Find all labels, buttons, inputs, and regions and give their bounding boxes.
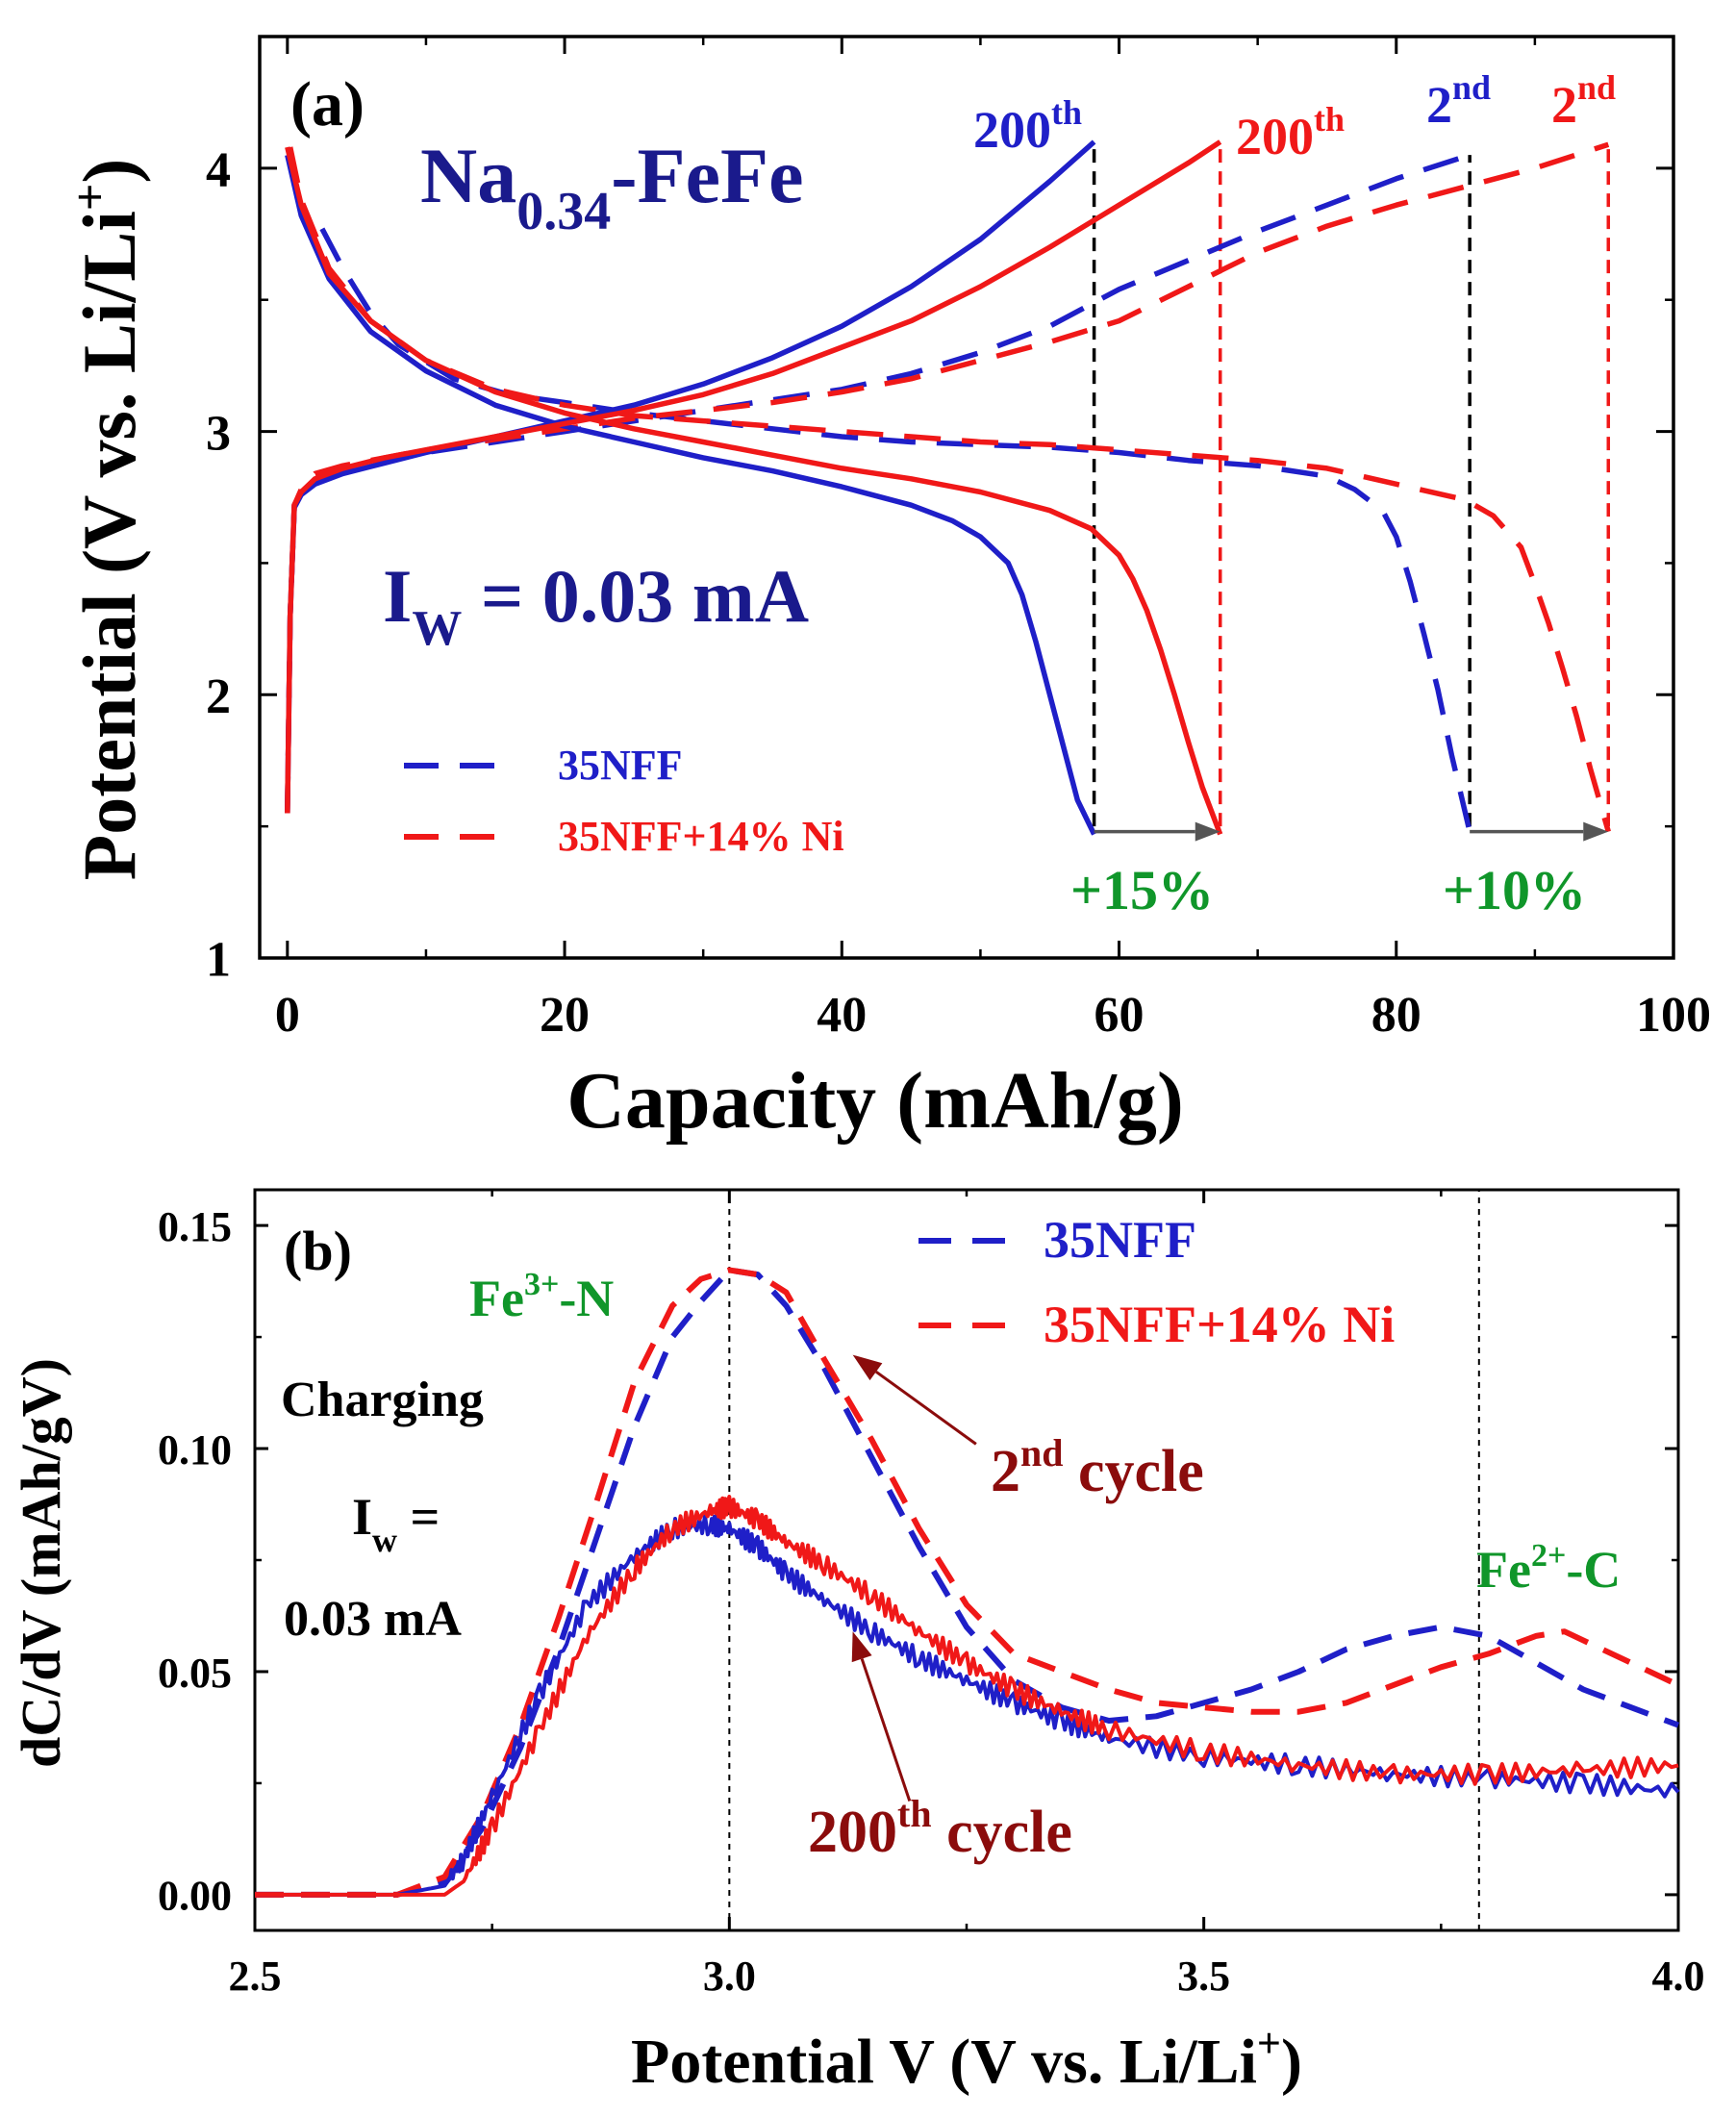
label-2nd-blue: 2nd (1426, 68, 1491, 134)
iw-label: Iw = (352, 1488, 440, 1559)
series-b (255, 1267, 1680, 1898)
charging-label: Charging (281, 1373, 484, 1427)
legend-b: 35NFF 35NFF+14% Ni (918, 1211, 1395, 1353)
y-tick-label-b: 0.00 (158, 1873, 232, 1920)
fe2-label: Fe2+-C (1476, 1538, 1621, 1599)
series-b-red-200th (255, 1495, 1679, 1897)
fe3-label: Fe3+-N (469, 1267, 614, 1327)
x-tick-label-b: 2.5 (229, 1953, 282, 2000)
label-200th-red: 200th (1236, 100, 1345, 165)
arrow-head-a (1583, 821, 1609, 842)
panel-label-a: (a) (290, 69, 365, 139)
arrow-head-b (852, 1354, 883, 1381)
x-tick-label-a: 20 (540, 988, 590, 1043)
y-tick-label-a: 3 (206, 406, 231, 461)
legend-a: 35NFF 35NFF+14% Ni (404, 742, 844, 860)
panel-b: 2.5 3.0 3.5 4.00.000.050.100.15 (b) Fe3+-N … (10, 1188, 1705, 2097)
guides-a (1092, 141, 1611, 827)
legend-a-35nff-label: 35NFF (558, 742, 683, 789)
arrows-b (851, 1354, 977, 1802)
arrow-shaft-b (875, 1370, 977, 1446)
series-a-red-200th-charge (285, 139, 1222, 814)
series-a-red-2nd-charge (285, 141, 1610, 814)
axes-a: 0 20 40 60 80 100 1 2 3 4 (206, 37, 1711, 1043)
y-tick-label-b: 0.15 (158, 1203, 232, 1250)
gain-15-label: +15% (1070, 859, 1214, 921)
arrow-head-a (1195, 821, 1220, 842)
panel-label-b: (b) (284, 1220, 352, 1282)
guides-b (728, 1190, 1480, 1930)
series-b-blue-200th (255, 1514, 1680, 1897)
series-a (285, 139, 1611, 836)
gain-10-label: +10% (1443, 859, 1586, 921)
legend-a-35nff-ni-label: 35NFF+14% Ni (558, 813, 844, 860)
x-tick-label-b: 3.0 (703, 1953, 756, 2000)
x-tick-label-b: 3.5 (1177, 1953, 1230, 2000)
legend-b-35nff-ni-label: 35NFF+14% Ni (1044, 1296, 1395, 1353)
iw-value: 0.03 mA (284, 1592, 462, 1647)
y-tick-label-a: 4 (206, 143, 231, 198)
compound-label: Na0.34-FeFe (420, 132, 804, 241)
arrow-shaft-b (860, 1658, 912, 1802)
x-tick-label-a: 80 (1371, 988, 1422, 1043)
cycle-200th-label: 200th cycle (808, 1792, 1072, 1865)
arrow-head-b (851, 1631, 872, 1663)
y-axis-title-a: Potential (V vs. Li/Li+) (63, 159, 151, 881)
current-label: IW = 0.03 mA (383, 554, 809, 656)
series-a-red-200th-discharge (285, 146, 1223, 836)
y-tick-label-a: 2 (206, 669, 231, 724)
series-a-blue-2nd-discharge (319, 227, 1472, 833)
x-tick-label-a: 60 (1094, 988, 1145, 1043)
cycle-2nd-label: 2nd cycle (991, 1431, 1204, 1504)
x-tick-label-b: 4.0 (1652, 1953, 1705, 2000)
series-a-blue-2nd-charge (285, 152, 1471, 814)
arrows-a (1094, 821, 1609, 842)
label-2nd-red: 2nd (1551, 68, 1616, 134)
x-tick-label-a: 0 (275, 988, 300, 1043)
plot-frame-a (258, 35, 1675, 960)
legend-b-35nff-label: 35NFF (1044, 1211, 1196, 1269)
label-200th-blue: 200th (973, 93, 1082, 159)
x-tick-label-a: 100 (1636, 988, 1711, 1043)
y-axis-title-b: dC/dV (mAh/gV) (10, 1358, 72, 1768)
panel-a: 0 20 40 60 80 100 1 2 3 4 (a) Na0.34-FeFe IW = 0.… (63, 35, 1711, 1146)
y-tick-label-b: 0.10 (158, 1426, 232, 1474)
series-a-blue-200th-discharge (285, 154, 1097, 836)
y-tick-label-b: 0.05 (158, 1650, 232, 1697)
x-tick-label-a: 40 (817, 988, 867, 1043)
series-b-red-2nd (255, 1267, 1680, 1898)
y-tick-label-a: 1 (206, 933, 231, 988)
axes-b: 2.5 3.0 3.5 4.0 0.00 0.05 0.10 0.15 (158, 1190, 1705, 2000)
x-axis-title-b: Potential V (V vs. Li/Li+) (631, 2020, 1302, 2097)
x-axis-title-a: Capacity (mAh/g) (566, 1056, 1184, 1146)
